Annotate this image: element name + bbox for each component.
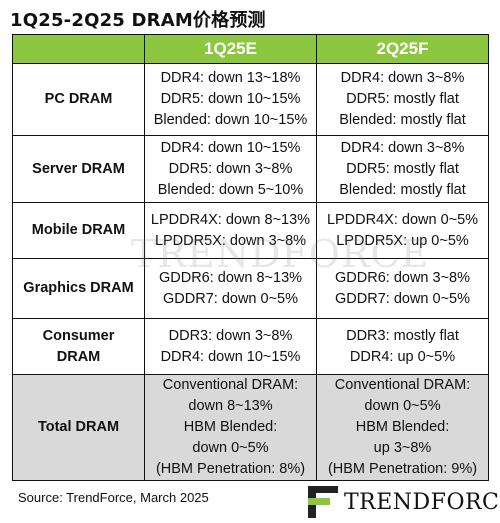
page-title: 1Q25-2Q25 DRAM价格预测 <box>10 10 266 31</box>
cell-total-dram-1q25e: Conventional DRAM: down 8~13% HBM Blende… <box>144 374 317 481</box>
cell-line: DDR4: down 3~8% <box>340 70 465 86</box>
table-row-pc-dram: PC DRAM DDR4: down 13~18% DDR5: down 10~… <box>12 63 489 136</box>
cell-pc-dram-2q25f: DDR4: down 3~8% DDR5: mostly flat Blende… <box>316 63 489 136</box>
cell-line: DDR5: down 10~15% <box>160 91 301 107</box>
cell-line: LPDDR5X: up 0~5% <box>336 232 469 249</box>
trendforce-logo-text: TRENDFORCE <box>344 489 500 515</box>
cell-line: Blended: mostly flat <box>339 181 466 198</box>
cell-line: LPDDR4X: down 0~5% <box>326 211 479 228</box>
cell-consumer-dram-2q25f: DDR3: mostly flat DDR4: up 0~5% <box>316 318 489 375</box>
trendforce-logo-icon <box>308 486 338 518</box>
table-row-total-dram: Total DRAM Conventional DRAM: down 8~13%… <box>12 374 489 481</box>
cell-line: down 0~5% <box>364 398 441 414</box>
cell-graphics-dram-2q25f: GDDR6: down 3~8% GDDR7: down 0~5% <box>316 258 489 319</box>
column-header-2q25f: 2Q25F <box>316 34 489 64</box>
row-label-server-dram: Server DRAM <box>12 135 145 203</box>
cell-server-dram-2q25f: DDR4: down 3~8% DDR5: mostly flat Blende… <box>316 135 489 203</box>
row-label-mobile-dram: Mobile DRAM <box>12 202 145 259</box>
table-row-graphics-dram: Graphics DRAM GDDR6: down 8~13% GDDR7: d… <box>12 258 489 319</box>
column-header-1q25e: 1Q25E <box>144 34 317 64</box>
cell-line: DDR5: mostly flat <box>346 160 459 177</box>
cell-line: DDR3: down 3~8% <box>168 327 293 344</box>
cell-line: Conventional DRAM: <box>162 377 299 393</box>
row-label-line: Server DRAM <box>32 160 125 177</box>
row-label-total-dram: Total DRAM <box>12 374 145 481</box>
cell-line: LPDDR5X: down 3~8% <box>154 232 307 249</box>
cell-line: (HBM Penetration: 8%) <box>155 461 306 477</box>
cell-line: down 8~13% <box>188 398 273 414</box>
cell-line: DDR4: down 10~15% <box>160 139 301 156</box>
cell-line: GDDR6: down 8~13% <box>158 269 303 286</box>
cell-line: HBM Blended: <box>183 419 278 435</box>
row-label-graphics-dram: Graphics DRAM <box>12 258 145 319</box>
row-label-consumer-dram: Consumer DRAM <box>12 318 145 375</box>
cell-mobile-dram-1q25e: LPDDR4X: down 8~13% LPDDR5X: down 3~8% <box>144 202 317 259</box>
cell-line: (HBM Penetration: 9%) <box>327 461 478 477</box>
cell-line: DDR5: down 3~8% <box>168 160 293 177</box>
cell-line: Blended: down 5~10% <box>157 181 304 198</box>
table-row-mobile-dram: Mobile DRAM LPDDR4X: down 8~13% LPDDR5X:… <box>12 202 489 259</box>
source-note: Source: TrendForce, March 2025 <box>18 490 209 505</box>
cell-line: Conventional DRAM: <box>334 377 471 393</box>
cell-line: HBM Blended: <box>355 419 450 435</box>
cell-graphics-dram-1q25e: GDDR6: down 8~13% GDDR7: down 0~5% <box>144 258 317 319</box>
row-label-line: DRAM <box>56 348 101 365</box>
row-label-line: PC DRAM <box>44 91 113 107</box>
cell-line: LPDDR4X: down 8~13% <box>150 211 311 228</box>
cell-line: Blended: mostly flat <box>339 112 466 128</box>
cell-line: GDDR6: down 3~8% <box>335 269 470 286</box>
row-label-line: Total DRAM <box>37 419 120 435</box>
cell-line: up 3~8% <box>373 440 432 456</box>
cell-pc-dram-1q25e: DDR4: down 13~18% DDR5: down 10~15% Blen… <box>144 63 317 136</box>
table-row-server-dram: Server DRAM DDR4: down 10~15% DDR5: down… <box>12 135 489 203</box>
row-label-pc-dram: PC DRAM <box>12 63 145 136</box>
row-label-line: Consumer <box>42 327 115 344</box>
row-label-line: Mobile DRAM <box>31 222 126 238</box>
cell-line: DDR5: mostly flat <box>346 91 459 107</box>
cell-line: GDDR7: down 0~5% <box>335 290 470 307</box>
dram-price-forecast-table: 1Q25E 2Q25F PC DRAM DDR4: down 13~18% DD… <box>12 34 489 481</box>
table-row-consumer-dram: Consumer DRAM DDR3: down 3~8% DDR4: down… <box>12 318 489 375</box>
table-header-row: 1Q25E 2Q25F <box>12 34 489 64</box>
row-label-line: Graphics DRAM <box>23 280 134 296</box>
cell-line: DDR3: mostly flat <box>346 327 459 344</box>
cell-line: DDR4: down 3~8% <box>340 139 465 156</box>
cell-line: down 0~5% <box>192 440 269 456</box>
cell-line: DDR4: up 0~5% <box>349 348 456 365</box>
header-corner-cell <box>12 34 145 64</box>
cell-line: DDR4: down 10~15% <box>160 348 301 365</box>
cell-line: Blended: down 10~15% <box>153 112 308 128</box>
cell-server-dram-1q25e: DDR4: down 10~15% DDR5: down 3~8% Blende… <box>144 135 317 203</box>
cell-line: GDDR7: down 0~5% <box>163 290 298 307</box>
cell-mobile-dram-2q25f: LPDDR4X: down 0~5% LPDDR5X: up 0~5% <box>316 202 489 259</box>
cell-line: DDR4: down 13~18% <box>160 70 301 86</box>
cell-consumer-dram-1q25e: DDR3: down 3~8% DDR4: down 10~15% <box>144 318 317 375</box>
trendforce-logo: TRENDFORCE <box>308 484 500 520</box>
cell-total-dram-2q25f: Conventional DRAM: down 0~5% HBM Blended… <box>316 374 489 481</box>
